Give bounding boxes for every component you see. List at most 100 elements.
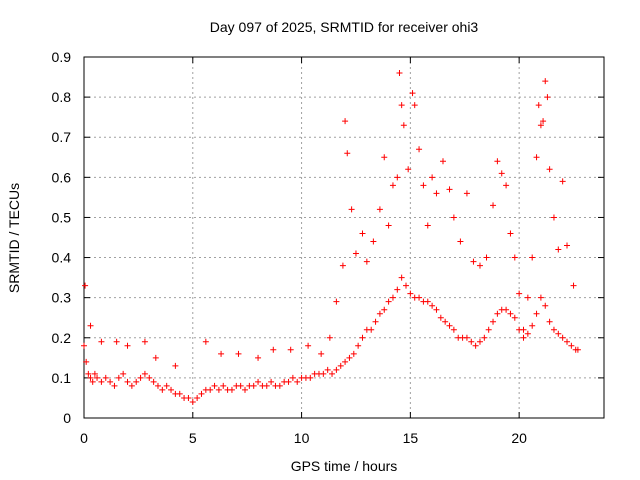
data-point	[218, 350, 225, 357]
data-point	[263, 382, 270, 389]
data-point	[228, 386, 235, 393]
data-point	[450, 214, 457, 221]
data-point	[220, 382, 227, 389]
data-point	[398, 274, 405, 281]
data-point	[363, 258, 370, 265]
data-point	[276, 382, 283, 389]
data-point	[442, 318, 449, 325]
data-point	[433, 306, 440, 313]
data-point	[215, 386, 222, 393]
data-point	[172, 362, 179, 369]
data-point	[555, 246, 562, 253]
data-point	[537, 122, 544, 129]
data-point	[235, 350, 242, 357]
data-point	[389, 294, 396, 301]
data-point	[81, 342, 87, 349]
data-point	[533, 154, 540, 161]
data-point	[176, 390, 183, 397]
data-point	[329, 370, 336, 377]
data-point	[326, 334, 333, 341]
data-point	[168, 386, 175, 393]
data-point	[564, 242, 571, 249]
data-point	[381, 154, 388, 161]
data-point	[107, 378, 114, 385]
data-point	[389, 182, 396, 189]
data-point	[376, 206, 383, 213]
data-point	[520, 326, 527, 333]
data-point	[82, 282, 89, 289]
data-point	[490, 318, 497, 325]
data-point	[355, 342, 362, 349]
data-point	[133, 378, 140, 385]
data-point	[385, 298, 392, 305]
data-point	[457, 238, 464, 245]
y-tick-label: 0	[63, 410, 71, 426]
data-point	[342, 358, 349, 365]
data-point	[83, 358, 90, 365]
data-point	[533, 310, 540, 317]
data-point	[337, 362, 344, 369]
data-point	[368, 326, 375, 333]
data-point	[529, 254, 536, 261]
data-point	[344, 150, 351, 157]
data-point	[128, 382, 135, 389]
y-tick-label: 0.9	[52, 49, 72, 65]
y-tick-label: 0.2	[52, 330, 72, 346]
data-point	[113, 338, 120, 345]
data-point	[89, 378, 96, 385]
data-point	[285, 378, 292, 385]
data-point	[405, 166, 412, 173]
data-point	[403, 282, 410, 289]
data-point	[485, 326, 492, 333]
data-point	[411, 102, 418, 109]
data-point	[503, 182, 510, 189]
data-point	[137, 374, 144, 381]
data-point	[194, 394, 201, 401]
data-point	[396, 70, 403, 77]
data-point	[381, 306, 388, 313]
data-point	[433, 190, 440, 197]
data-point	[146, 374, 153, 381]
x-axis-label: GPS time / hours	[291, 458, 398, 474]
data-point	[141, 370, 148, 377]
data-point	[163, 382, 170, 389]
data-point	[409, 90, 416, 97]
data-point	[372, 318, 379, 325]
data-point	[507, 310, 514, 317]
data-point	[420, 182, 427, 189]
data-point	[141, 338, 148, 345]
data-point	[470, 258, 477, 265]
data-point	[115, 374, 122, 381]
y-tick-label: 0.4	[52, 250, 72, 266]
data-point	[481, 334, 488, 341]
data-point	[407, 290, 414, 297]
data-point	[237, 382, 244, 389]
data-point	[120, 370, 127, 377]
data-point	[439, 158, 446, 165]
data-point	[111, 382, 118, 389]
data-point	[255, 378, 262, 385]
data-point	[287, 346, 294, 353]
data-point	[339, 262, 346, 269]
data-point	[446, 186, 453, 193]
data-point	[559, 334, 566, 341]
data-point	[542, 78, 549, 85]
data-point	[416, 146, 423, 153]
data-point	[289, 374, 296, 381]
data-point	[398, 102, 405, 109]
data-point	[370, 238, 377, 245]
data-point	[507, 230, 514, 237]
data-point	[124, 342, 131, 349]
x-tick-label: 5	[189, 430, 197, 446]
x-tick-label: 0	[80, 430, 88, 446]
data-point	[550, 214, 557, 221]
data-point	[546, 318, 553, 325]
data-point	[524, 330, 531, 337]
y-axis-label: SRMTID / TECUs	[6, 183, 22, 293]
data-point	[446, 322, 453, 329]
data-point	[511, 254, 518, 261]
data-point	[416, 294, 423, 301]
data-point	[98, 378, 105, 385]
data-point	[305, 342, 312, 349]
